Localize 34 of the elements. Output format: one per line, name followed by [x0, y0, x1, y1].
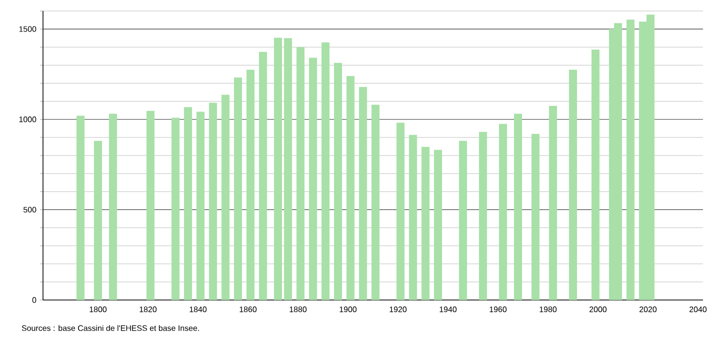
- bar: [334, 62, 342, 300]
- bar: [76, 116, 84, 300]
- bar: [396, 122, 405, 300]
- bar: [234, 77, 242, 300]
- bar: [359, 87, 368, 300]
- bar: [222, 94, 230, 300]
- bar: [532, 134, 540, 300]
- bar: [196, 112, 204, 300]
- bar: [246, 70, 255, 300]
- bar: [309, 58, 318, 300]
- bar: [322, 42, 330, 300]
- bar: [109, 114, 117, 300]
- bar: [479, 132, 488, 300]
- bar: [94, 140, 102, 300]
- bar: [296, 47, 305, 300]
- bar: [459, 140, 468, 300]
- bar: [569, 70, 578, 300]
- bar: [146, 110, 154, 300]
- bar: [284, 38, 292, 300]
- bar: [626, 20, 635, 300]
- bar: [209, 102, 217, 300]
- bar: [422, 146, 430, 300]
- bar: [549, 106, 558, 300]
- bar: [499, 124, 508, 300]
- bar: [434, 150, 442, 300]
- bar: [172, 118, 180, 300]
- bar: [274, 38, 282, 300]
- bar: [184, 107, 192, 300]
- bar: [409, 134, 418, 300]
- bar: [592, 50, 600, 300]
- bar: [372, 104, 380, 300]
- bar: [514, 114, 522, 300]
- bar: [259, 52, 268, 300]
- bar: [346, 76, 355, 300]
